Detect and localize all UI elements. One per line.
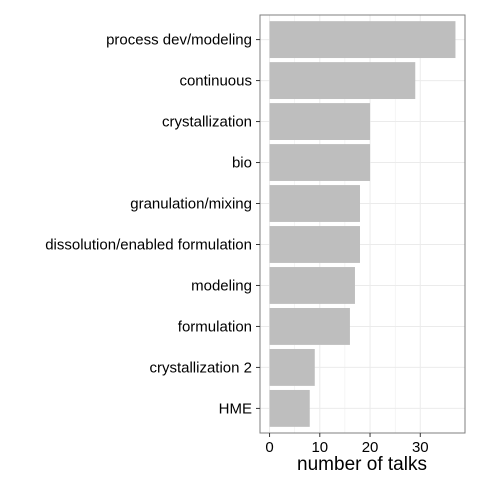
bar xyxy=(269,267,355,304)
y-axis: process dev/modeling continuous crystalliz… xyxy=(45,32,260,417)
bar xyxy=(269,103,371,140)
x-tick-label: 10 xyxy=(311,439,328,456)
x-axis-title: number of talks xyxy=(297,454,427,475)
y-tick-label: bio xyxy=(232,155,252,172)
bar xyxy=(269,348,315,386)
y-tick-label: dissolution/enabled formulation xyxy=(45,236,252,253)
bar xyxy=(269,144,371,181)
y-tick-label: formulation xyxy=(178,318,252,335)
bars xyxy=(269,21,456,427)
bar xyxy=(269,308,350,345)
x-axis: 0 10 20 30 xyxy=(265,433,429,456)
bar xyxy=(269,21,456,59)
x-tick-label: 30 xyxy=(412,439,429,456)
x-tick-label: 0 xyxy=(265,439,273,456)
bar xyxy=(269,62,416,100)
y-tick-label: process dev/modeling xyxy=(106,32,252,49)
y-tick-label: crystallization xyxy=(162,114,252,131)
y-tick-label: granulation/mixing xyxy=(130,196,252,213)
bar xyxy=(269,226,360,263)
y-tick-label: HME xyxy=(219,400,252,417)
bar xyxy=(269,185,360,222)
panel-border xyxy=(259,14,466,434)
y-tick-label: continuous xyxy=(179,73,252,90)
y-tick-label: modeling xyxy=(191,277,252,294)
x-tick-label: 20 xyxy=(362,439,379,456)
bar xyxy=(269,389,310,427)
y-tick-label: crystallization 2 xyxy=(149,359,252,376)
